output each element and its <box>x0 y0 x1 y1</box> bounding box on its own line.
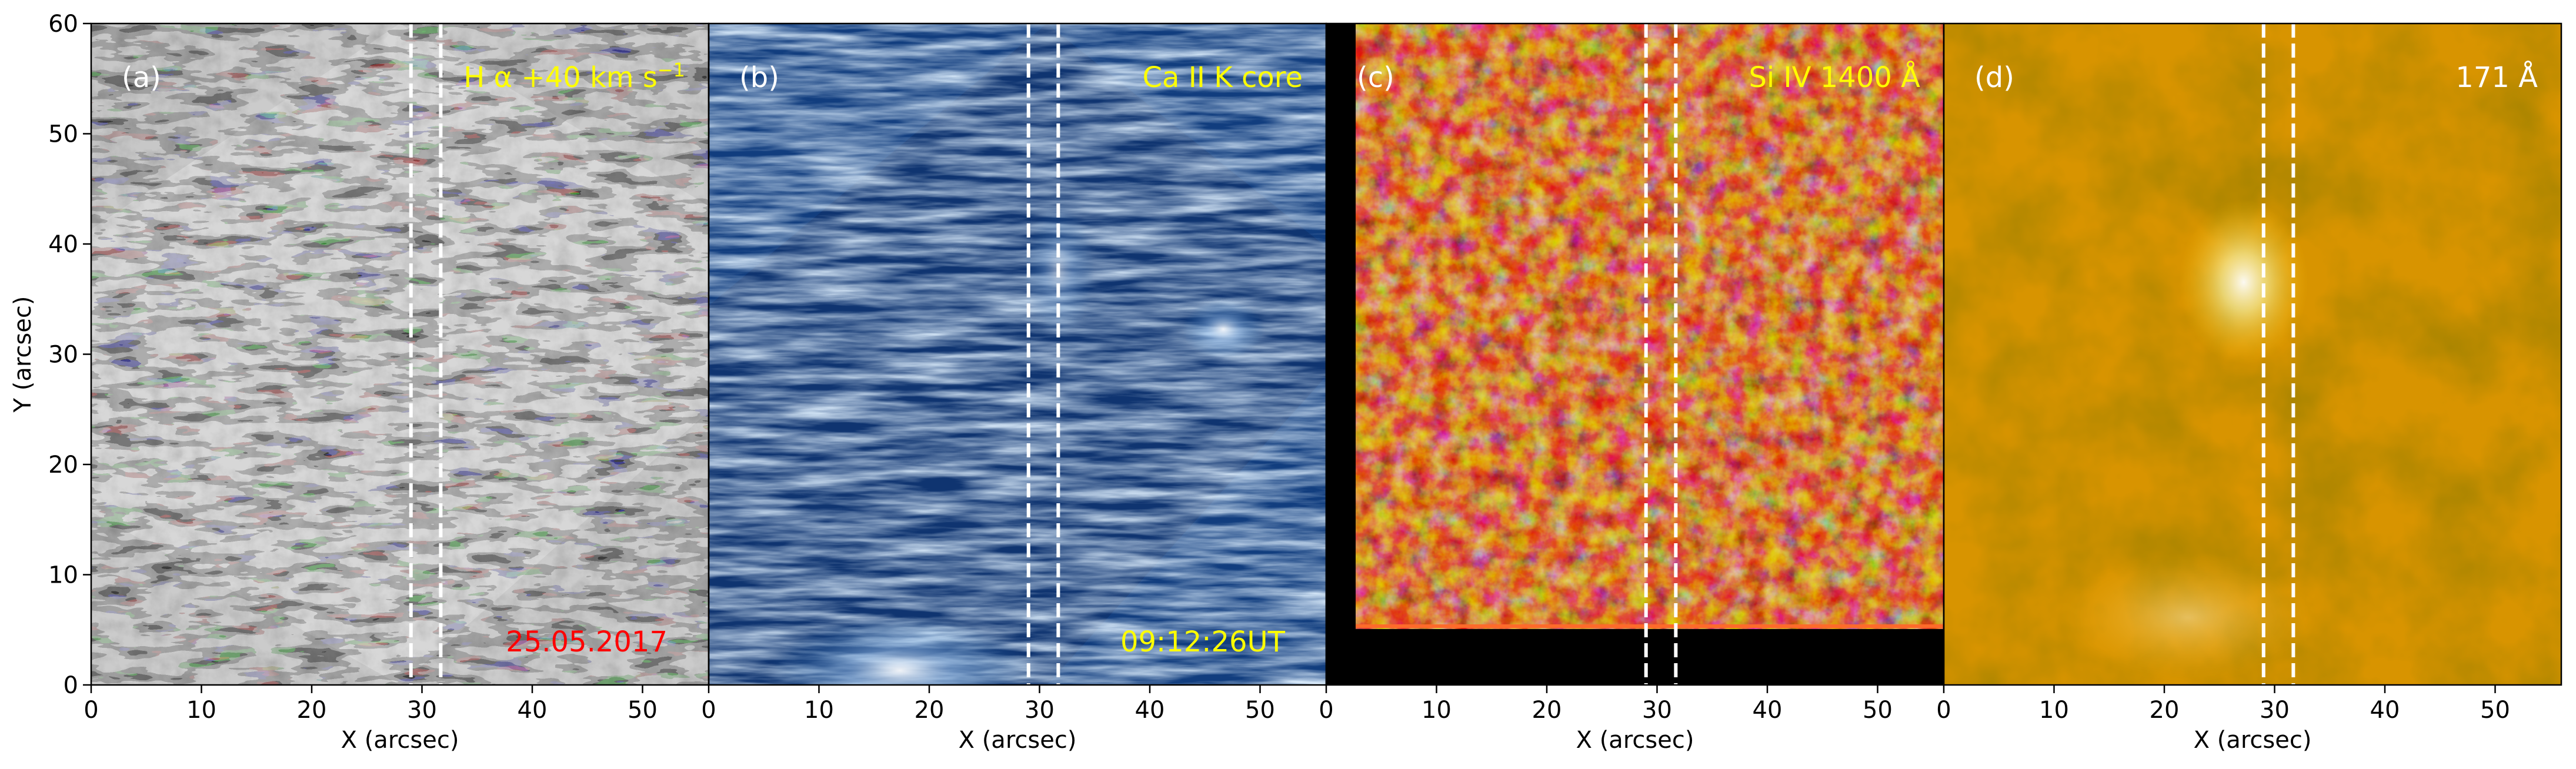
panel-d-label: (d) <box>1974 61 2014 94</box>
x-axis-title: X (arcsec) <box>2194 727 2312 754</box>
x-tick-label: 50 <box>1245 697 1275 724</box>
panel-b-annotation: 09:12:26UT <box>1120 626 1286 658</box>
y-tick-label: 20 <box>48 452 78 479</box>
x-tick-label: 0 <box>1936 697 1951 724</box>
unit-exponent: −1 <box>658 59 685 81</box>
y-tick-label: 30 <box>48 342 78 369</box>
panel-c-channel-label: Si IV 1400 Å <box>1749 61 1920 94</box>
x-tick-label: 30 <box>407 697 437 724</box>
panel-d-frame <box>1943 22 2562 686</box>
panel-a-annotation: 25.05.2017 <box>506 626 668 658</box>
x-tick-label: 30 <box>2260 697 2290 724</box>
panel-a-image <box>91 24 709 685</box>
y-tick-label: 50 <box>48 121 78 148</box>
y-tick-label: 60 <box>48 11 78 38</box>
panel-b-label: (b) <box>739 61 779 94</box>
x-tick-label: 40 <box>518 697 548 724</box>
panel-a-label: (a) <box>122 61 161 94</box>
panel-c-image <box>1326 24 1944 685</box>
y-tick-label: 0 <box>64 672 78 699</box>
x-tick-label: 10 <box>2039 697 2069 724</box>
x-tick-label: 50 <box>2480 697 2510 724</box>
x-tick-label: 0 <box>701 697 716 724</box>
y-tick-label: 10 <box>48 562 78 589</box>
x-tick-label: 30 <box>1642 697 1672 724</box>
x-tick-label: 20 <box>297 697 327 724</box>
x-tick-label: 20 <box>1532 697 1562 724</box>
x-tick-label: 50 <box>628 697 658 724</box>
panel-b-image <box>709 24 1326 685</box>
panel-d-image <box>1944 24 2561 685</box>
x-tick-label: 50 <box>1863 697 1893 724</box>
x-tick-label: 10 <box>186 697 216 724</box>
panel-b-channel-label: Ca II K core <box>1143 61 1303 94</box>
y-axis-title: Y (arcsec) <box>9 296 36 413</box>
y-tick-label: 40 <box>48 231 78 258</box>
x-tick-label: 40 <box>1753 697 1783 724</box>
panel-d-channel-label: 171 Å <box>2455 61 2538 94</box>
x-tick-label: 40 <box>1135 697 1165 724</box>
x-axis-title: X (arcsec) <box>1576 727 1694 754</box>
panel-c-label: (c) <box>1357 61 1394 94</box>
x-tick-label: 20 <box>2150 697 2180 724</box>
x-tick-label: 20 <box>915 697 945 724</box>
x-tick-label: 0 <box>84 697 98 724</box>
x-axis-title: X (arcsec) <box>959 727 1077 754</box>
x-tick-label: 30 <box>1025 697 1055 724</box>
x-tick-label: 10 <box>1422 697 1451 724</box>
x-tick-label: 40 <box>2370 697 2400 724</box>
panel-a-channel-label: H α +40 km s−1 <box>463 59 685 94</box>
x-tick-label: 10 <box>804 697 834 724</box>
x-tick-label: 0 <box>1319 697 1333 724</box>
x-axis-title: X (arcsec) <box>341 727 459 754</box>
